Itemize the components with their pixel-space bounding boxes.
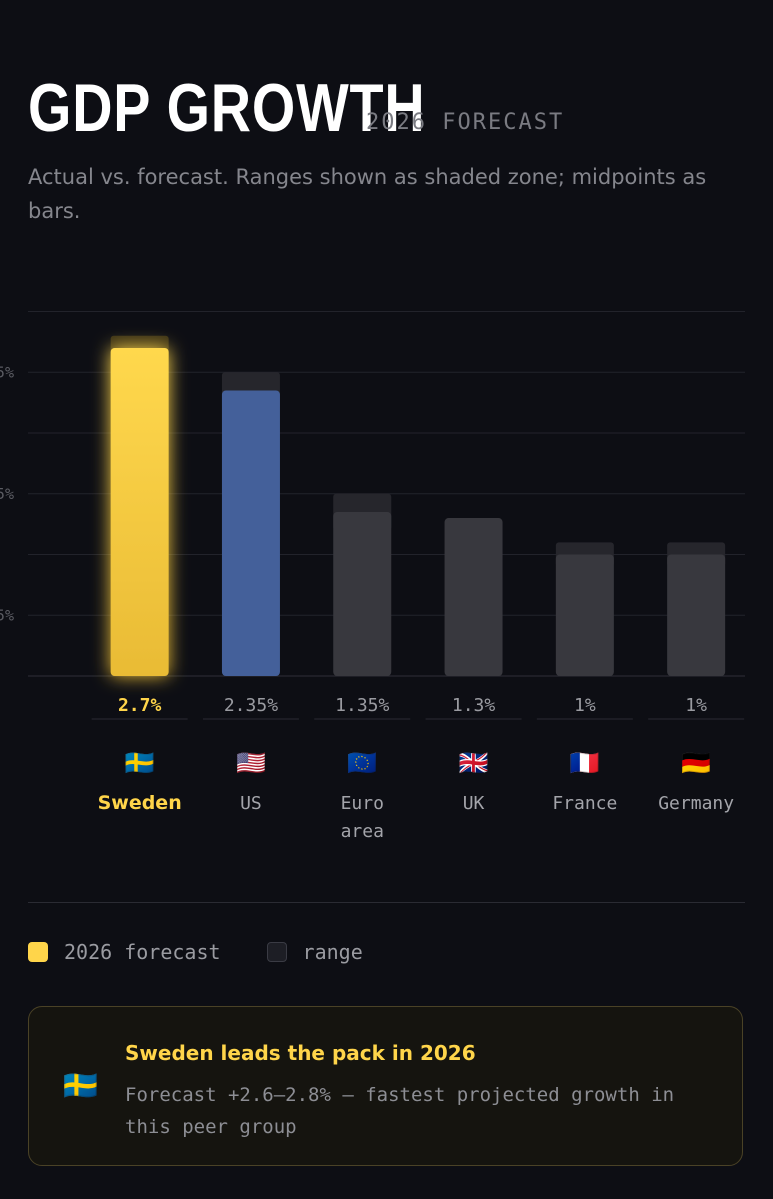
value-label: 1.3% xyxy=(452,695,496,716)
country-flag-icon: 🇫🇷 xyxy=(570,749,600,777)
category-label: UK xyxy=(463,793,485,814)
category-label: Euro xyxy=(341,793,384,814)
page-subtitle: 2026 FORECAST xyxy=(366,110,565,135)
page-title: GDP GROWTH xyxy=(28,70,426,146)
value-label: 2.7% xyxy=(118,695,162,716)
bar xyxy=(221,390,280,676)
legend-label-forecast: 2026 forecast xyxy=(64,940,221,964)
gdp-bar-chart: 0.5% 1.5% 2.5% 2.7% 🇸🇪 Sweden 2.35% 🇺🇸 US 1.35% 🇪🇺… xyxy=(0,311,745,842)
callout-body: Forecast +2.6–2.8% — fastest projected g… xyxy=(125,1084,675,1138)
insight-callout: 🇸🇪 Sweden leads the pack in 2026 Forecas… xyxy=(28,1006,743,1166)
country-flag-icon: 🇸🇪 xyxy=(125,749,155,777)
legend-swatch-forecast xyxy=(28,942,48,962)
value-label: 1.35% xyxy=(335,695,389,716)
legend-swatch-range xyxy=(266,942,287,962)
bar xyxy=(555,554,614,676)
country-flag-icon: 🇩🇪 xyxy=(681,749,711,777)
value-label: 1% xyxy=(574,695,596,716)
country-flag-icon: 🇪🇺 xyxy=(347,749,377,777)
category-label: Germany xyxy=(658,793,734,814)
y-tick-label: 0.5% xyxy=(0,606,14,624)
bar xyxy=(110,347,169,676)
bar xyxy=(667,554,726,676)
category-label: area xyxy=(341,821,384,842)
chart-divider xyxy=(28,902,745,903)
sweden-flag-icon: 🇸🇪 xyxy=(63,1069,98,1102)
value-label: 2.35% xyxy=(224,695,278,716)
country-flag-icon: 🇬🇧 xyxy=(459,749,489,777)
y-tick-label: 2.5% xyxy=(0,363,14,381)
legend-item-range: range xyxy=(266,940,363,964)
value-label: 1% xyxy=(685,695,707,716)
bar xyxy=(444,518,503,676)
chart-description: Actual vs. forecast. Ranges shown as sha… xyxy=(28,165,707,223)
category-label: Sweden xyxy=(98,792,182,814)
bar xyxy=(333,511,392,676)
legend-label-range: range xyxy=(302,940,363,964)
y-tick-label: 1.5% xyxy=(0,485,14,503)
category-label: France xyxy=(552,793,617,814)
callout-heading: Sweden leads the pack in 2026 xyxy=(125,1041,476,1065)
category-label: US xyxy=(240,793,262,814)
chart-legend: 2026 forecast range xyxy=(28,940,409,964)
country-flag-icon: 🇺🇸 xyxy=(236,749,266,777)
legend-item-forecast: 2026 forecast xyxy=(28,940,221,964)
